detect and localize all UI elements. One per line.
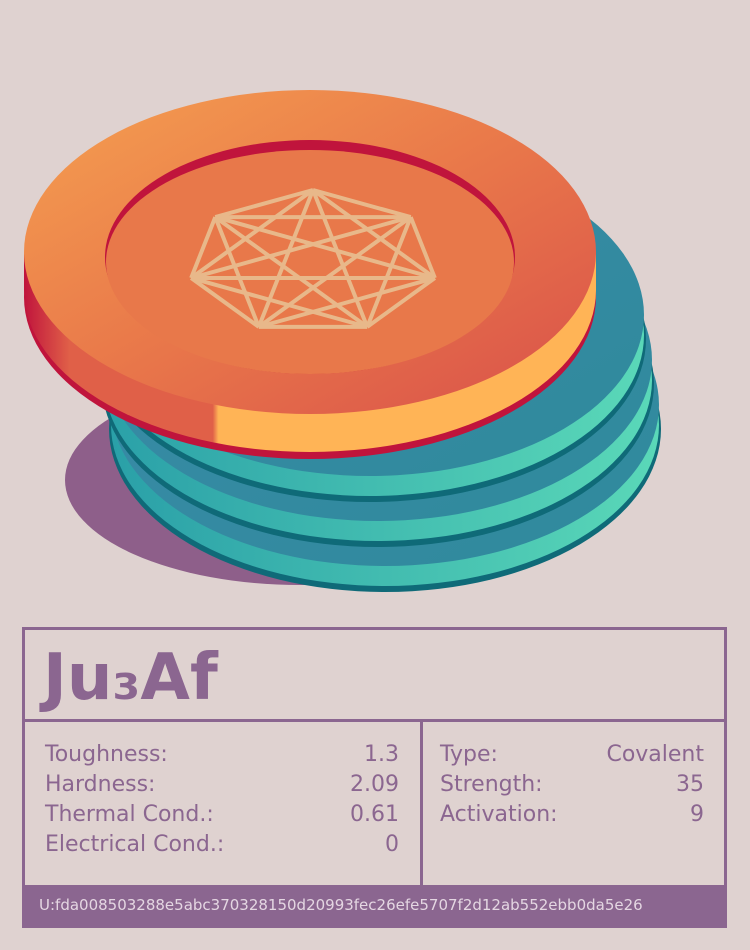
emblem-line (190, 276, 368, 329)
info-card: Ju₃Af Toughness: 1.3 Hardness: 2.09 Thermal … (22, 627, 727, 928)
stat-label: Thermal Cond.: (45, 802, 214, 827)
stat-row: Type: Covalent (440, 740, 704, 770)
stat-value: 0 (385, 832, 399, 857)
stat-value: 2.09 (350, 772, 399, 797)
left-stats: Toughness: 1.3 Hardness: 2.09 Thermal Cond.:… (45, 740, 399, 860)
stat-value: 35 (676, 772, 704, 797)
emblem-line (256, 189, 315, 328)
stat-value: 9 (690, 802, 704, 827)
stat-row: Strength: 35 (440, 770, 704, 800)
stat-label: Hardness: (45, 772, 156, 797)
emblem-line (257, 215, 412, 329)
coin-stack (24, 90, 661, 592)
stat-row: Thermal Cond.: 0.61 (45, 800, 399, 830)
stat-label: Type: (440, 742, 498, 767)
stat-row: Hardness: 2.09 (45, 770, 399, 800)
emblem-line (189, 276, 260, 329)
divider (420, 722, 423, 885)
emblem-line (312, 188, 412, 220)
stat-label: Activation: (440, 802, 558, 827)
emblem-line (408, 216, 437, 279)
divider (25, 719, 724, 722)
right-stats: Type: Covalent Strength: 35 Activation: 9 (440, 740, 704, 830)
emblem-line (189, 188, 315, 280)
emblem-line (189, 216, 218, 279)
stat-row: Toughness: 1.3 (45, 740, 399, 770)
title: Ju₃Af (43, 641, 218, 715)
emblem-line (258, 276, 436, 329)
emblem-line (214, 215, 436, 280)
top-coin (24, 90, 596, 459)
stat-value: 0.61 (350, 802, 399, 827)
emblem-line (214, 188, 314, 220)
stat-label: Electrical Cond.: (45, 832, 225, 857)
stat-value: 1.3 (364, 742, 399, 767)
emblem-line (213, 216, 261, 328)
emblem-line (190, 215, 412, 280)
emblem-line (366, 276, 437, 329)
footer-id: U:fda008503288e5abc370328150d20993fec26e… (25, 885, 724, 925)
emblem-line (311, 188, 437, 280)
stat-row: Electrical Cond.: 0 (45, 830, 399, 860)
stat-label: Toughness: (45, 742, 168, 767)
emblem-line (365, 216, 413, 328)
stat-row: Activation: 9 (440, 800, 704, 830)
stat-value: Covalent (606, 742, 704, 767)
emblem-line (214, 215, 369, 329)
stat-label: Strength: (440, 772, 543, 797)
emblem-line (311, 189, 370, 328)
